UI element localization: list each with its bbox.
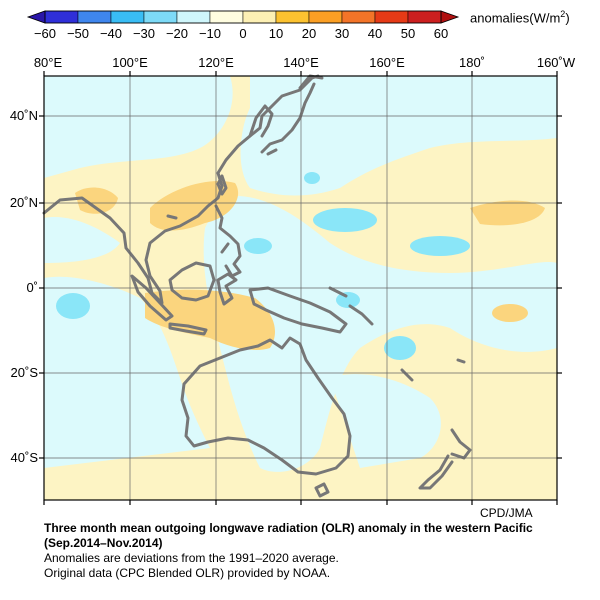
philippines-coast <box>214 204 242 278</box>
korea-coast <box>248 104 274 138</box>
java-coast <box>168 322 208 336</box>
colorbar-box <box>275 10 310 24</box>
colorbar-high-arrow <box>440 10 460 24</box>
solomon-islands-coast <box>328 286 374 326</box>
new-caledonia-coast <box>400 368 414 382</box>
colorbar-ticks: −60 −50 −40 −30 −20 −10 0 10 20 30 40 50 60 <box>34 26 448 41</box>
colorbar-unit-exp: 2 <box>560 9 566 19</box>
colorbar-tick-label: 10 <box>269 26 283 41</box>
gridlines <box>44 76 557 500</box>
colorbar-tick-label: 60 <box>434 26 448 41</box>
latitude-label: 20˚N <box>9 195 38 210</box>
colorbar-tick-label: −60 <box>34 26 56 41</box>
longitude-label: 100°E <box>112 55 148 70</box>
colorbar-tick-label: 40 <box>368 26 382 41</box>
latitude-label: 0˚ <box>26 280 38 295</box>
latitude-label: 40˚N <box>9 108 38 123</box>
longitude-label: 160˚W <box>536 55 576 70</box>
olr-anomaly-map: 80°E 100°E 120°E 140°E 160°E 180˚ 160˚W 40˚N 20… <box>0 48 600 520</box>
colorbar-unit: anomalies(W/m2) <box>470 9 570 25</box>
sulawesi-coast <box>216 272 238 306</box>
new-guinea-coast <box>248 286 348 334</box>
colorbar-box <box>143 10 178 24</box>
colorbar-unit-suffix: ) <box>565 10 570 26</box>
fiji-coast <box>456 358 466 364</box>
colorbar-unit-prefix: anomalies(W/m <box>470 10 561 26</box>
longitude-label: 140°E <box>283 55 319 70</box>
colorbar-tick-label: 50 <box>401 26 415 41</box>
negative-anomaly-strong-regions <box>56 172 470 360</box>
longitude-label: 80°E <box>33 55 63 70</box>
credit-label: CPD/JMA <box>480 506 533 520</box>
longitude-label: 160°E <box>369 55 405 70</box>
colorbar-tick-label: 0 <box>239 26 246 41</box>
negative-anomaly-light-regions <box>44 76 557 472</box>
new-zealand-coast <box>418 428 472 490</box>
colorbar-tick-label: −40 <box>100 26 122 41</box>
tasmania-coast <box>314 482 330 498</box>
longitude-label: 180˚ <box>458 55 486 70</box>
colorbar-tick-label: −30 <box>133 26 155 41</box>
colorbar-box <box>374 10 409 24</box>
australia-coast <box>180 336 352 476</box>
colorbar-tick-label: 20 <box>302 26 316 41</box>
colorbar: −60 −50 −40 −30 −20 −10 0 10 20 30 40 50 60 anomalie… <box>0 0 600 45</box>
frame-ticks <box>39 71 562 505</box>
colorbar-low-arrow <box>26 10 46 24</box>
colorbar-box <box>407 10 442 24</box>
colorbar-box <box>77 10 112 24</box>
colorbar-tick-label: −10 <box>199 26 221 41</box>
caption-baseline-note: Anomalies are deviations from the 1991–2… <box>44 551 339 565</box>
hainan-coast <box>166 214 178 220</box>
caption: Three month mean outgoing longwave radia… <box>44 521 594 581</box>
colorbar-box <box>176 10 211 24</box>
colorbar-box <box>110 10 145 24</box>
colorbar-box <box>209 10 244 24</box>
colorbar-box <box>44 10 79 24</box>
colorbar-box <box>242 10 277 24</box>
caption-title-line2: (Sep.2014–Nov.2014) <box>44 536 163 550</box>
colorbar-tick-label: 30 <box>335 26 349 41</box>
colorbar-svg: −60 −50 −40 −30 −20 −10 0 10 20 30 40 50 60 <box>26 10 460 41</box>
colorbar-tick-label: −20 <box>166 26 188 41</box>
colorbar-boxes <box>44 10 442 24</box>
caption-title-line1: Three month mean outgoing longwave radia… <box>44 521 533 535</box>
taiwan-coast <box>216 174 228 196</box>
latitude-label: 20˚S <box>10 365 38 380</box>
colorbar-tick-label: −50 <box>67 26 89 41</box>
latitude-label: 40˚S <box>10 450 38 465</box>
caption-data-source: Original data (CPC Blended OLR) provided… <box>44 566 331 580</box>
sumatra-coast <box>130 274 174 322</box>
map-svg <box>39 71 562 505</box>
coastlines <box>42 74 472 498</box>
colorbar-box <box>341 10 376 24</box>
colorbar-box <box>308 10 343 24</box>
longitude-label: 120°E <box>198 55 234 70</box>
